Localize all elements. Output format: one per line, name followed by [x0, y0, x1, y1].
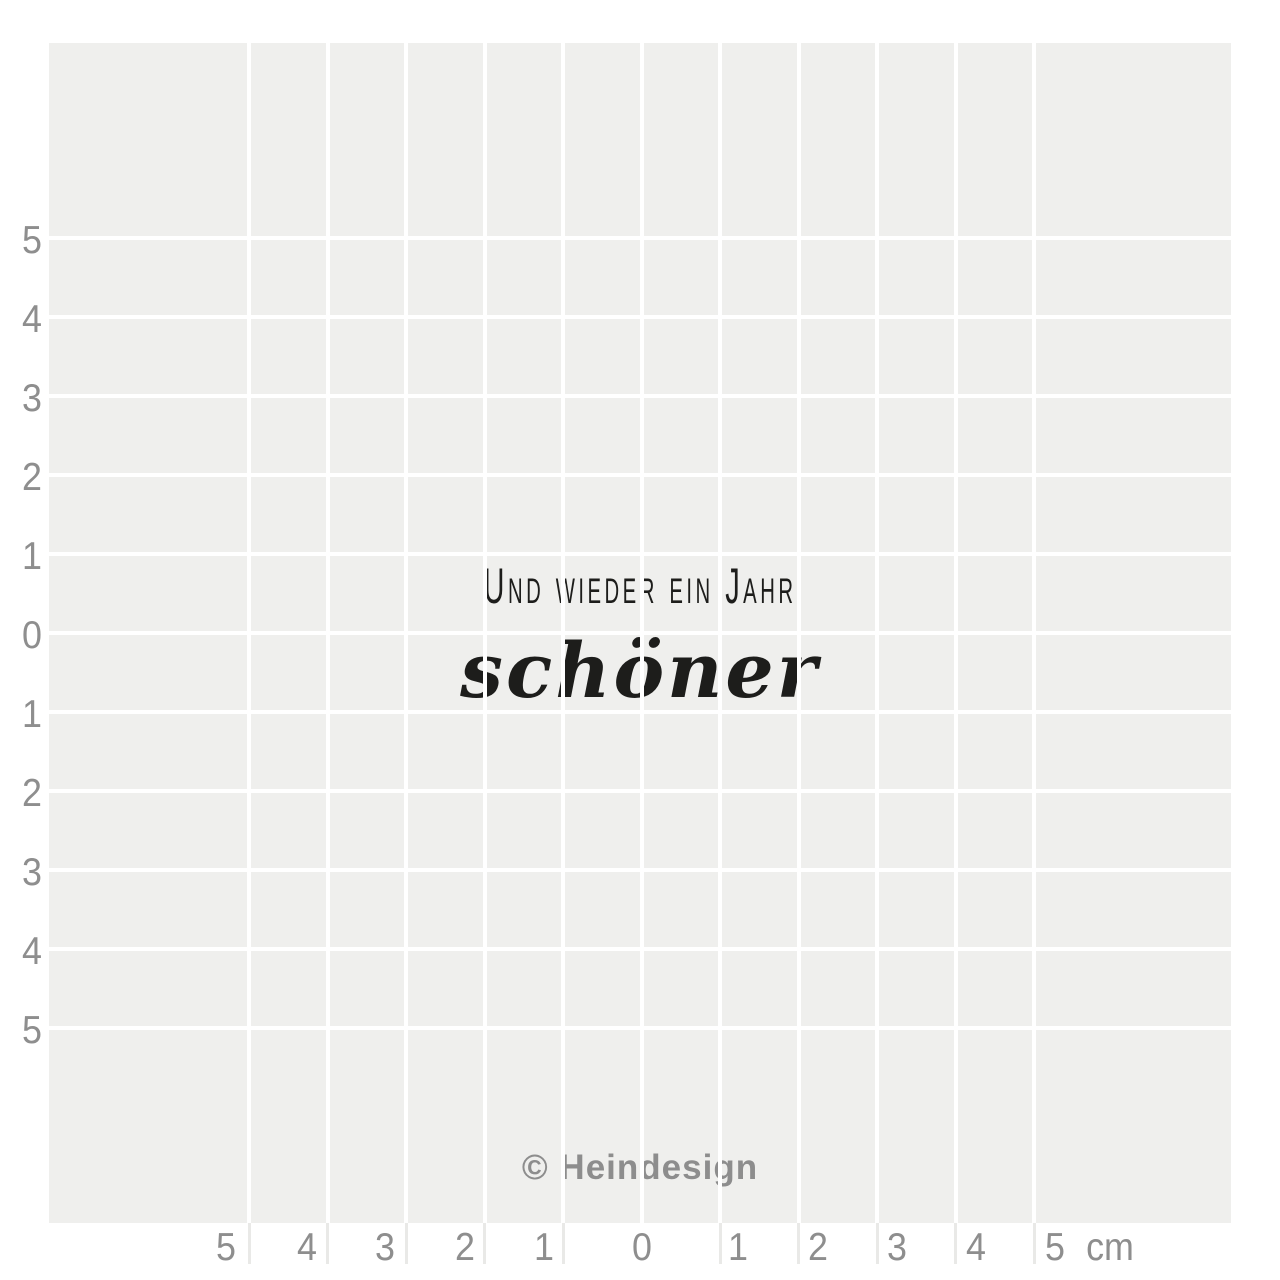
ruler-left-label: 2	[22, 772, 42, 815]
ruler-left-label: 4	[22, 298, 42, 341]
ruler-bottom-label: 2	[808, 1226, 828, 1269]
ruler-tick	[483, 1223, 486, 1264]
ruler-tick	[954, 1223, 957, 1264]
ruler-bottom-label: 2	[455, 1226, 475, 1269]
ruler-bottom-label: 4	[297, 1226, 317, 1269]
ruler-bottom-label: 5	[216, 1226, 236, 1269]
ruler-tick	[247, 1223, 251, 1264]
ruler-bottom-label: 1	[534, 1226, 554, 1269]
ruler-left-label: 3	[22, 377, 42, 420]
stamp-text-line2: schöner	[460, 626, 820, 715]
ruler-left-label: 2	[22, 456, 42, 499]
grid-vline	[404, 43, 408, 1223]
ruler-bottom-label: 4	[966, 1226, 986, 1269]
grid-vline	[247, 43, 251, 1223]
ruler-tick	[718, 1223, 722, 1264]
ruler-left-label: 5	[22, 219, 42, 262]
ruler-bottom-label: 3	[887, 1226, 907, 1269]
grid-vline	[953, 43, 958, 1223]
ruler-left-label: 3	[22, 851, 42, 894]
ruler-left-label: 4	[22, 930, 42, 973]
ruler-bottom-label: 3	[375, 1226, 395, 1269]
stamp-text-line1: Und wieder ein Jahr	[483, 558, 797, 614]
grid-vline	[639, 43, 644, 1223]
grid-vline	[325, 43, 330, 1223]
ruler-tick	[797, 1223, 800, 1264]
ruler-tick	[1032, 1223, 1036, 1264]
ruler-tick	[404, 1223, 408, 1264]
measurement-grid: Und wieder ein Jahr schöner © Heindesign	[49, 43, 1231, 1223]
ruler-bottom-label: 1	[728, 1226, 748, 1269]
ruler-bottom-label: 0	[632, 1226, 652, 1269]
grid-vline	[796, 43, 801, 1223]
ruler-left-label: 5	[22, 1009, 42, 1052]
grid-vline	[561, 43, 565, 1223]
ruler-tick	[875, 1223, 879, 1264]
ruler-left-label: 1	[22, 693, 42, 736]
ruler-tick	[326, 1223, 329, 1264]
ruler-bottom-label: 5	[1045, 1226, 1065, 1269]
ruler-left-label: 1	[22, 535, 42, 578]
grid-vline	[1032, 43, 1036, 1223]
ruler-left-label: 0	[22, 614, 42, 657]
ruler-tick	[561, 1223, 565, 1264]
grid-vline	[482, 43, 487, 1223]
grid-vline	[718, 43, 722, 1223]
ruler-unit-label: cm	[1086, 1226, 1134, 1269]
grid-vline	[875, 43, 879, 1223]
